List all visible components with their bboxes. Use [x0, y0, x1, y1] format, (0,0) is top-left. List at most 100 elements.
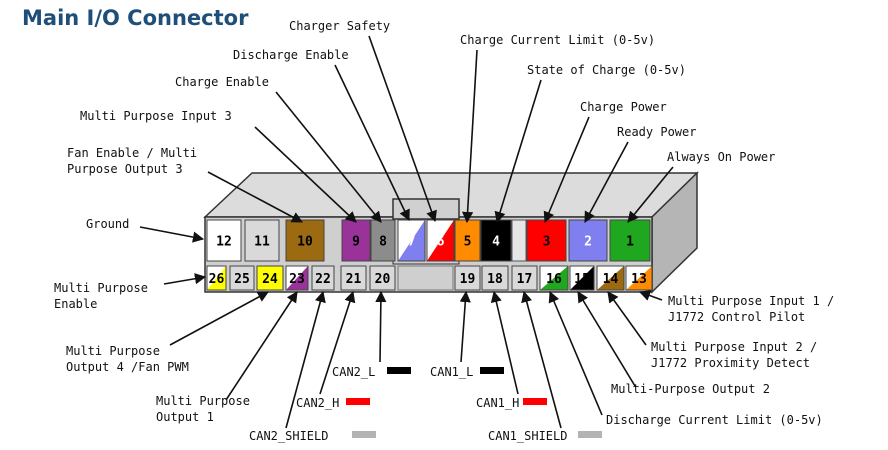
leader-line	[368, 35, 437, 223]
label-text: Output 4 /Fan PWM	[66, 360, 189, 374]
label-text: Ready Power	[617, 125, 696, 139]
pin-7-stripe	[398, 220, 425, 261]
pin-21: 21	[340, 265, 367, 291]
pin-19: 19	[454, 265, 481, 291]
label-text: Multi Purpose	[156, 394, 250, 408]
label-text: Discharge Enable	[233, 48, 349, 62]
pin-1-body	[609, 219, 651, 262]
label-text: Charge Power	[580, 100, 667, 114]
label-pin-6: Charger Safety	[289, 19, 437, 223]
page-title: Main I/O Connector	[22, 6, 249, 30]
label-pin-24: Multi Purpose	[66, 291, 269, 358]
leader-line	[577, 291, 636, 387]
pin-23: 23	[285, 265, 309, 291]
leader-line	[638, 290, 663, 301]
label-pin-19: CAN1_L	[430, 290, 504, 379]
pin-10-number: 10	[297, 235, 313, 250]
label-text: Output 1	[156, 410, 214, 424]
label-pin-10: Fan Enable / Multi	[67, 146, 303, 223]
leader-line	[169, 291, 269, 346]
label-text: Always On Power	[667, 150, 775, 164]
leader-line	[459, 290, 471, 363]
pin-5-number: 5	[464, 235, 472, 250]
pin-array: 1234567891011121314151617181920212223242…	[206, 219, 653, 291]
pin-20-body	[369, 265, 396, 291]
leader-line	[607, 291, 647, 346]
label-text: Charge Enable	[175, 75, 269, 89]
wire-color-swatch	[346, 398, 370, 405]
label-pin-16: Discharge Current Limit (0-5v)	[548, 290, 823, 427]
pin-17-number: 17	[517, 272, 533, 287]
pin-2-body	[568, 219, 608, 262]
pin-labels: Charger Safety Discharge Enable Charge Ena…	[54, 19, 834, 443]
pin-15-stripe	[570, 266, 594, 290]
label-text: CAN2_H	[296, 396, 339, 410]
pin-18-body	[481, 265, 509, 291]
leader-line	[334, 64, 410, 222]
pin-6-number: 6	[437, 235, 445, 250]
label-pin-14: J1772 Proximity Detect	[651, 356, 810, 370]
label-pin-26: Enable	[54, 297, 97, 311]
leader-line	[139, 226, 205, 243]
pin-23-number: 23	[289, 272, 305, 287]
label-pin-2: Ready Power	[584, 125, 696, 223]
wire-color-swatch	[387, 367, 411, 374]
label-text: J1772 Proximity Detect	[651, 356, 810, 370]
pin-12-number: 12	[216, 235, 232, 250]
label-pin-4: State of Charge (0-5v)	[494, 63, 686, 224]
pin-10-body	[285, 219, 325, 262]
pin-6: 6	[426, 219, 455, 262]
pin-24: 24	[256, 265, 284, 291]
pin-13-stripe	[626, 266, 652, 290]
label-text: Multi Purpose	[66, 344, 160, 358]
pin-26-number: 26	[209, 272, 225, 287]
label-text: CAN1_SHIELD	[488, 429, 567, 443]
label-pin-23: Multi Purpose	[156, 291, 298, 408]
pin-3-number: 3	[543, 235, 551, 250]
pin-4-number: 4	[492, 235, 500, 250]
label-pin-17: CAN1_SHIELD	[488, 290, 602, 443]
pin-17: 17	[511, 265, 538, 291]
leader-line	[275, 91, 382, 223]
pin-9: 9	[341, 219, 371, 262]
leader-line	[225, 291, 298, 401]
pin-11-number: 11	[254, 235, 270, 250]
pin-1: 1	[609, 219, 651, 262]
leader-line	[254, 126, 357, 223]
pin-16-stripe	[540, 266, 568, 290]
pin-17-body	[511, 265, 538, 291]
pin-2-number: 2	[584, 235, 592, 250]
pin-21-number: 21	[346, 272, 362, 287]
label-text: Multi-Purpose Output 2	[611, 382, 770, 396]
pin-1-number: 1	[626, 235, 634, 250]
label-text: Multi Purpose Input 2 /	[651, 340, 817, 354]
pin-4-body	[480, 219, 512, 262]
pin-25: 25	[229, 265, 255, 291]
pin-24-number: 24	[262, 272, 278, 287]
leader-line	[490, 290, 519, 395]
label-text: CAN2_SHIELD	[249, 429, 328, 443]
pin-11-body	[244, 219, 280, 262]
label-text: J1772 Control Pilot	[668, 310, 805, 324]
label-pin-22: CAN2_SHIELD	[249, 290, 376, 443]
wire-color-swatch	[480, 367, 504, 374]
label-pin-3: Charge Power	[543, 100, 667, 224]
label-text: CAN1_L	[430, 365, 473, 379]
pin-6-stripe	[427, 220, 454, 261]
pin-24-body	[256, 265, 284, 291]
wire-color-swatch	[523, 398, 547, 405]
pin-8-body	[370, 219, 396, 262]
label-pin-13: Multi Purpose Input 1 /	[638, 290, 834, 308]
wire-color-swatch	[578, 431, 602, 438]
leader-line	[627, 166, 674, 223]
label-pin-23: Output 1	[156, 410, 214, 424]
label-pin-1: Always On Power	[627, 150, 775, 223]
leader-line	[285, 290, 326, 429]
label-pin-13: J1772 Control Pilot	[668, 310, 805, 324]
pin-19-body	[454, 265, 481, 291]
pin-11: 11	[244, 219, 280, 262]
label-text: Multi Purpose Input 1 /	[668, 294, 834, 308]
label-pin-15: Multi-Purpose Output 2	[577, 291, 770, 396]
pin-7-number: 7	[408, 235, 416, 250]
label-text: Charger Safety	[289, 19, 390, 33]
